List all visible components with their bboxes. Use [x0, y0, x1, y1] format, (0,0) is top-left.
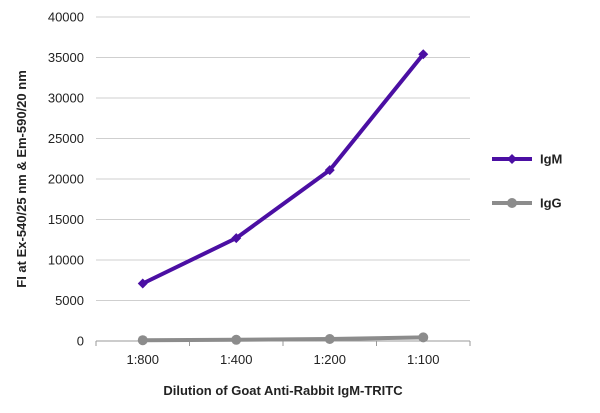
y-tick-labels: 0 5000 10000 15000 20000 25000 30000 35000 40000	[48, 10, 84, 349]
legend-item: IgG	[492, 196, 562, 211]
y-tick-label: 15000	[48, 212, 84, 227]
legend-swatch-marker	[507, 198, 517, 208]
series-igg	[137, 332, 429, 346]
data-point	[231, 233, 242, 244]
x-tick-label: 1:200	[313, 352, 346, 367]
data-point	[418, 332, 429, 343]
legend-label: IgM	[540, 152, 562, 167]
y-tick-label: 25000	[48, 131, 84, 146]
y-tick-label: 35000	[48, 50, 84, 65]
x-tick-label: 1:400	[220, 352, 253, 367]
x-tick-label: 1:800	[126, 352, 159, 367]
data-point	[418, 49, 429, 60]
y-tick-label: 40000	[48, 10, 84, 25]
data-point	[231, 334, 242, 345]
data-point	[324, 333, 335, 344]
data-point	[324, 165, 335, 176]
data-point	[137, 335, 148, 346]
y-tick-label: 20000	[48, 172, 84, 187]
data-point	[137, 278, 148, 289]
y-tick-label: 0	[77, 334, 84, 349]
y-tick-label: 5000	[55, 293, 84, 308]
gridlines	[96, 16, 470, 301]
series-igm	[137, 49, 429, 289]
x-axis-title: Dilution of Goat Anti-Rabbit IgM-TRITC	[163, 383, 403, 398]
series-line	[142, 335, 424, 343]
series-line	[141, 53, 425, 286]
legend-swatch-marker	[507, 154, 517, 164]
x-tick-labels: 1:800 1:400 1:200 1:100	[95, 341, 471, 367]
legend: IgM IgG	[492, 152, 562, 211]
y-axis-title: FI at Ex-540/25 nm & Em-590/20 nm	[14, 70, 29, 287]
x-tick-label: 1:100	[407, 352, 440, 367]
y-tick-label: 30000	[48, 91, 84, 106]
legend-label: IgG	[540, 196, 562, 211]
legend-item: IgM	[492, 152, 562, 167]
y-tick-label: 10000	[48, 253, 84, 268]
series-group	[137, 49, 429, 346]
